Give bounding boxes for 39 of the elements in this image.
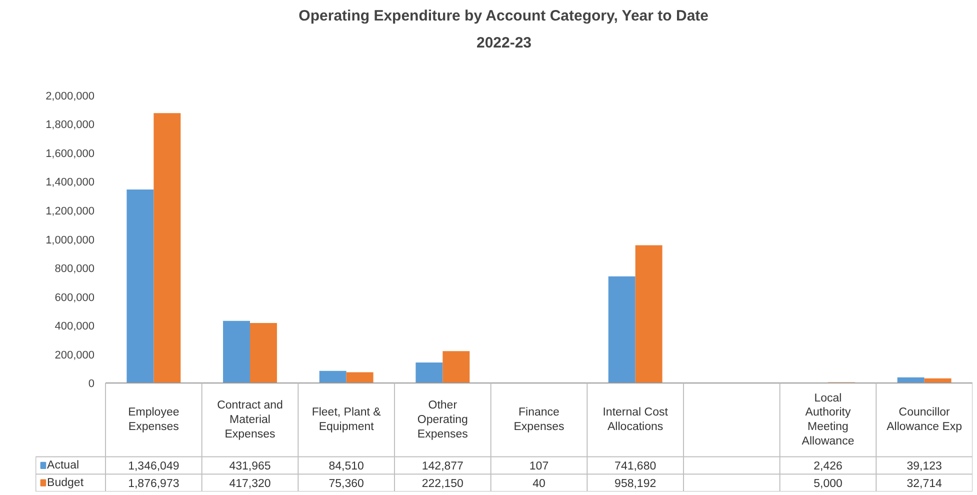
data-label: 958,192 <box>614 478 656 490</box>
y-tick-label: 200,000 <box>54 349 95 362</box>
data-label: 107 <box>529 460 549 472</box>
x-tick-label: Local Authority Meeting Allowance <box>802 392 854 448</box>
x-tick-label: Internal Cost Allocations <box>602 406 669 434</box>
y-tick-label: 1,200,000 <box>46 206 94 218</box>
legend-label: Budget <box>47 476 84 489</box>
data-label: 1,346,049 <box>128 460 180 472</box>
y-tick-label: 1,000,000 <box>46 234 94 246</box>
data-label: 75,360 <box>328 478 364 490</box>
x-tick-label: Fleet, Plant & Equipment <box>312 406 382 434</box>
data-label: 5,000 <box>814 478 842 490</box>
data-label: 84,510 <box>328 460 364 472</box>
data-label: 741,680 <box>614 460 656 472</box>
y-tick-label: 0 <box>88 378 95 390</box>
y-tick-label: 800,000 <box>54 263 95 276</box>
x-tick-label: Other Operating Expenses <box>417 399 468 440</box>
y-tick-label: 400,000 <box>54 320 95 333</box>
legend-label: Actual <box>47 459 80 472</box>
data-label: 142,877 <box>422 460 464 472</box>
data-label: 1,876,973 <box>128 478 180 490</box>
data-label: 2,426 <box>814 460 842 472</box>
x-tick-label: Employee Expenses <box>128 406 180 434</box>
y-tick-label: 1,400,000 <box>46 176 94 189</box>
data-label: 40 <box>532 478 546 490</box>
data-label: 222,150 <box>422 478 464 490</box>
x-tick-label: Contract and Material Expenses <box>217 399 283 440</box>
data-label: 417,320 <box>229 478 271 490</box>
y-tick-label: 2,000,000 <box>46 90 94 102</box>
data-label: 431,965 <box>229 460 271 472</box>
x-tick-label: Finance Expenses <box>514 406 564 434</box>
y-tick-label: 600,000 <box>54 292 95 304</box>
y-tick-label: 1,800,000 <box>46 119 94 132</box>
chart-title: Operating Expenditure by Account Category, Year to Date <box>298 8 708 24</box>
chart-subtitle: 2022-23 <box>476 34 532 52</box>
x-tick-label: Councillor Allowance Exp <box>886 406 962 434</box>
y-tick-label: 1,600,000 <box>46 148 94 160</box>
data-label: 39,123 <box>906 460 942 472</box>
data-label: 32,714 <box>906 478 943 490</box>
